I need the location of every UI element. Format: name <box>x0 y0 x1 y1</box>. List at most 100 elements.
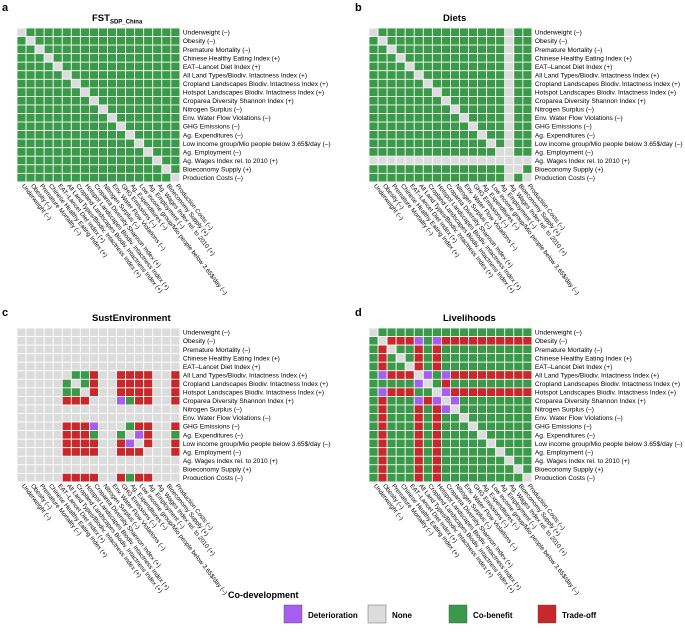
heatmap-cell <box>70 455 81 466</box>
heatmap-cell <box>170 130 181 140</box>
heatmap-cell <box>152 121 163 132</box>
heatmap-cell <box>377 327 388 337</box>
heatmap-cell <box>143 336 154 346</box>
heatmap-cell <box>386 78 397 89</box>
heatmap-cell <box>143 387 154 397</box>
heatmap-cell <box>125 44 136 55</box>
heatmap-cell <box>170 104 181 114</box>
heatmap-cell <box>52 464 63 474</box>
heatmap-cell <box>504 53 515 63</box>
heatmap-cell <box>477 130 488 140</box>
heatmap-cell <box>70 447 81 457</box>
heatmap-cell <box>477 430 488 440</box>
heatmap-cell <box>440 172 451 183</box>
heatmap-cell <box>395 87 406 97</box>
heatmap-cell <box>495 361 506 372</box>
heatmap-cell <box>98 353 108 363</box>
heatmap-cell <box>34 78 45 89</box>
heatmap-cell <box>134 455 145 466</box>
heatmap-cell <box>161 164 172 174</box>
heatmap-cell <box>395 370 406 380</box>
heatmap-cell <box>34 447 45 457</box>
heatmap-cell <box>495 36 506 46</box>
heatmap-cell <box>450 138 460 149</box>
heatmap-cell <box>522 447 533 457</box>
heatmap-cell <box>450 78 460 89</box>
heatmap-cell <box>468 155 478 166</box>
heatmap-cell <box>25 327 36 337</box>
row-label: Hotspot Landscapes Biodiv. Intactness In… <box>535 90 676 97</box>
heatmap-cell <box>459 130 469 140</box>
heatmap-cell <box>61 361 72 372</box>
heatmap-cell <box>61 87 72 97</box>
heatmap-cell <box>495 113 506 123</box>
heatmap-cell <box>107 138 117 149</box>
heatmap-cell <box>70 155 81 166</box>
heatmap-cell <box>431 44 442 55</box>
heatmap-cell <box>116 121 127 132</box>
heatmap-cell <box>152 421 163 431</box>
heatmap-cell <box>368 96 379 106</box>
heatmap-cell <box>143 413 154 423</box>
heatmap-cell <box>495 121 506 132</box>
heatmap-cell <box>125 27 136 37</box>
heatmap-cell <box>468 27 478 37</box>
row-label: Ag. Wages Index rel. to 2010 (+) <box>535 158 630 165</box>
heatmap-cell <box>116 53 127 63</box>
heatmap-cell <box>431 336 442 346</box>
heatmap-cell <box>52 147 63 157</box>
heatmap-cell <box>468 413 478 423</box>
row-label: Production Costs (–) <box>535 475 595 482</box>
heatmap-cell <box>395 344 406 355</box>
heatmap-cell <box>377 164 388 174</box>
row-label: Env. Water Flow Violations (–) <box>535 115 623 122</box>
heatmap-cell <box>70 104 81 114</box>
heatmap-cell <box>79 413 90 423</box>
row-label: Bioeconomy Supply (+) <box>535 166 603 173</box>
heatmap-cell <box>450 155 460 166</box>
heatmap-cell <box>161 121 172 132</box>
heatmap-cell <box>61 387 72 397</box>
heatmap-cell <box>152 353 163 363</box>
heatmap-cell <box>404 147 415 157</box>
heatmap-cell <box>413 121 424 132</box>
row-label: Production Costs (–) <box>183 475 243 482</box>
heatmap-cell <box>504 104 515 114</box>
heatmap-cell <box>486 113 497 123</box>
heatmap-cell <box>170 455 181 466</box>
heatmap-cell <box>486 370 497 380</box>
legend-swatch-co-benefit <box>448 604 468 624</box>
heatmap-cell <box>107 172 117 183</box>
heatmap-cell <box>431 378 442 389</box>
heatmap-cell <box>459 70 469 80</box>
heatmap-cell <box>386 430 397 440</box>
heatmap-cell <box>152 472 163 483</box>
heatmap-cell <box>152 395 163 406</box>
heatmap-cell <box>404 61 415 72</box>
heatmap-cell <box>25 404 36 414</box>
heatmap-cell <box>459 395 469 406</box>
heatmap-cell <box>134 404 145 414</box>
heatmap-cell <box>125 378 136 389</box>
heatmap-cell <box>477 353 488 363</box>
heatmap-cell <box>513 96 524 106</box>
heatmap-cell <box>440 87 451 97</box>
heatmap-cell <box>459 27 469 37</box>
heatmap-cell <box>450 447 460 457</box>
heatmap-cell <box>170 344 181 355</box>
heatmap-cell <box>25 413 36 423</box>
heatmap-cell <box>504 438 515 449</box>
heatmap-cell <box>504 404 515 414</box>
heatmap-cell <box>143 96 154 106</box>
heatmap-cell <box>143 138 154 149</box>
heatmap-cell <box>440 378 451 389</box>
heatmap-cell <box>52 455 63 466</box>
heatmap-cell <box>413 138 424 149</box>
row-label: Bioeconomy Supply (+) <box>183 466 251 473</box>
heatmap-cell <box>477 378 488 389</box>
heatmap-cell <box>34 138 45 149</box>
heatmap-cell <box>125 395 136 406</box>
heatmap-cell <box>134 96 145 106</box>
heatmap-cell <box>386 370 397 380</box>
row-label: Ag. Employment (–) <box>183 449 241 456</box>
